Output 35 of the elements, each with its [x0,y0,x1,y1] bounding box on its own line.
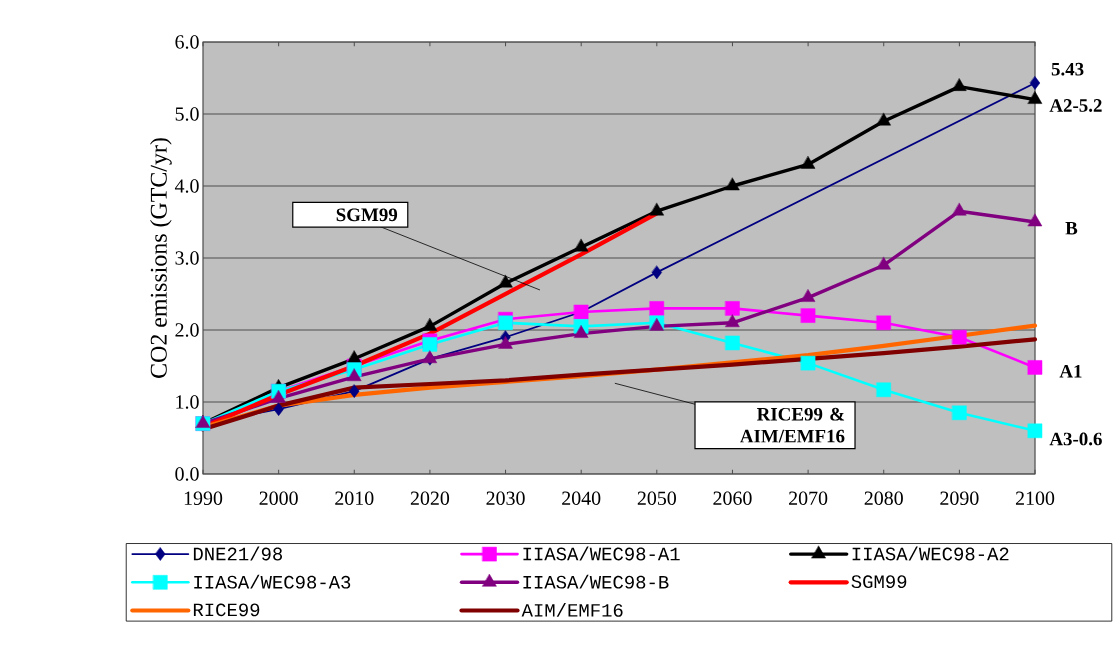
x-tick-label: 2040 [562,491,601,505]
y-axis-title: CO2 emissions (GTC/yr) [149,138,172,378]
legend-label: SGM99 [851,575,907,589]
x-tick-label: 2030 [486,491,525,505]
x-tick-label: 2080 [864,491,903,505]
x-tick-label: 2050 [637,491,676,505]
legend-label: IIASA/WEC98-B [523,574,669,589]
legend-label: IIASA/WEC98-A3 [194,574,351,589]
y-tick-label: 2.0 [175,323,199,337]
x-tick-label: 2100 [1015,491,1055,505]
annotation: RICE99 & AIM/EMF16 [740,407,845,443]
text: A2-5.2 [1049,99,1102,112]
legend-label: RICE99 [193,603,260,617]
legend-label: DNE21/98 [193,546,283,561]
y-tick-label: 0.0 [175,467,199,481]
x-tick-label: 1990 [184,491,223,505]
y-tick-label: 4.0 [174,179,199,193]
legend-label: IIASA/WEC98-A1 [523,546,680,561]
x-tick-label: 2010 [335,491,374,505]
x-tick-label: 2060 [713,491,752,505]
y-tick-label: 6.0 [175,35,199,49]
x-tick-label: 2070 [789,491,828,505]
text: A1 [1059,364,1082,378]
x-tick-label: 2090 [940,491,979,505]
x-tick-label: 2000 [259,491,298,505]
annotation: SGM99 [336,208,398,222]
y-tick-label: 5.0 [175,107,199,121]
y-tick-label: 3.0 [175,251,199,265]
text: 5.43 [1051,62,1084,76]
legend-label: IIASA/WEC98-A2 [852,546,1009,561]
text: B [1065,221,1078,235]
y-tick-label: 1.0 [176,395,199,409]
legend-label: AIM/EMF16 [521,602,623,617]
text: A3-0.6 [1049,432,1102,446]
x-tick-label: 2020 [410,491,450,505]
